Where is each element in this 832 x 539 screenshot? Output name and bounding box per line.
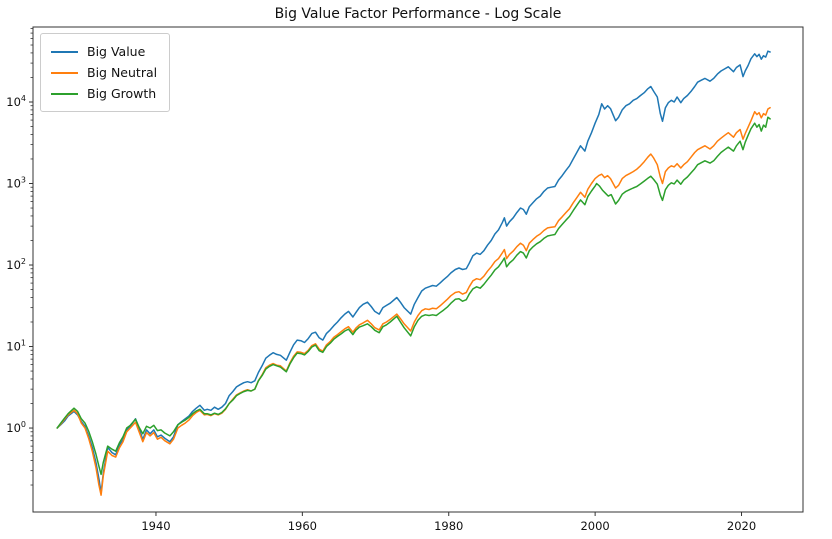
y-axis-tick-label: 100 xyxy=(6,420,26,435)
series-line-big-growth xyxy=(56,116,771,476)
big-value-line-swatch xyxy=(51,50,78,53)
x-axis-tick-label: 1960 xyxy=(288,519,317,533)
y-axis-tick-label: 104 xyxy=(6,94,26,109)
legend-item-big-value: Big Value xyxy=(51,41,157,62)
legend-item-label: Big Neutral xyxy=(87,65,158,80)
x-axis-tick-label: 1940 xyxy=(141,519,170,533)
legend-item-label: Big Growth xyxy=(87,86,157,101)
big-neutral-line-swatch xyxy=(51,71,78,74)
legend-item-big-growth: Big Growth xyxy=(51,83,157,104)
chart-title: Big Value Factor Performance - Log Scale xyxy=(274,6,562,22)
x-axis-tick-label: 2000 xyxy=(580,519,609,533)
x-axis-tick-label: 2020 xyxy=(727,519,756,533)
axes-spines xyxy=(32,26,804,513)
y-axis-tick-label: 101 xyxy=(6,339,26,354)
y-axis-tick-label: 102 xyxy=(6,257,26,272)
x-axis-tick-label: 1980 xyxy=(434,519,463,533)
big-growth-line-swatch xyxy=(51,92,78,95)
legend-item-label: Big Value xyxy=(87,44,146,59)
y-axis-tick-label: 103 xyxy=(6,176,26,191)
series-line-big-neutral xyxy=(56,106,771,496)
series-line-big-value xyxy=(56,50,771,494)
legend: Big Value Big Neutral Big Growth xyxy=(40,33,171,112)
legend-item-big-neutral: Big Neutral xyxy=(51,62,157,83)
